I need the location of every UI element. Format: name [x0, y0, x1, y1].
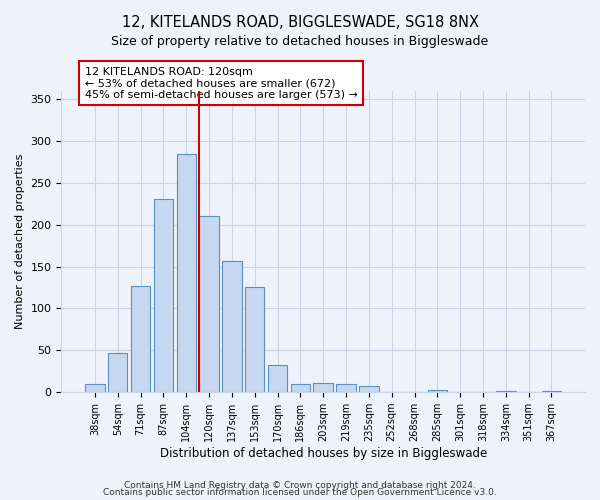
Text: Contains public sector information licensed under the Open Government Licence v3: Contains public sector information licen…: [103, 488, 497, 497]
Bar: [268, 364, 287, 392]
Bar: [542, 390, 561, 392]
Bar: [359, 386, 379, 392]
Bar: [154, 199, 173, 392]
Bar: [496, 390, 515, 392]
Text: 12, KITELANDS ROAD, BIGGLESWADE, SG18 8NX: 12, KITELANDS ROAD, BIGGLESWADE, SG18 8N…: [121, 15, 479, 30]
Bar: [131, 286, 150, 392]
Bar: [108, 353, 127, 392]
Bar: [222, 261, 242, 392]
Bar: [290, 384, 310, 392]
Bar: [337, 384, 356, 392]
Text: Contains HM Land Registry data © Crown copyright and database right 2024.: Contains HM Land Registry data © Crown c…: [124, 480, 476, 490]
Text: Size of property relative to detached houses in Biggleswade: Size of property relative to detached ho…: [112, 35, 488, 48]
X-axis label: Distribution of detached houses by size in Biggleswade: Distribution of detached houses by size …: [160, 447, 487, 460]
Bar: [428, 390, 447, 392]
Bar: [313, 383, 333, 392]
Bar: [85, 384, 104, 392]
Text: 12 KITELANDS ROAD: 120sqm
← 53% of detached houses are smaller (672)
45% of semi: 12 KITELANDS ROAD: 120sqm ← 53% of detac…: [85, 66, 358, 100]
Y-axis label: Number of detached properties: Number of detached properties: [15, 154, 25, 329]
Bar: [199, 216, 219, 392]
Bar: [176, 154, 196, 392]
Bar: [245, 286, 265, 392]
